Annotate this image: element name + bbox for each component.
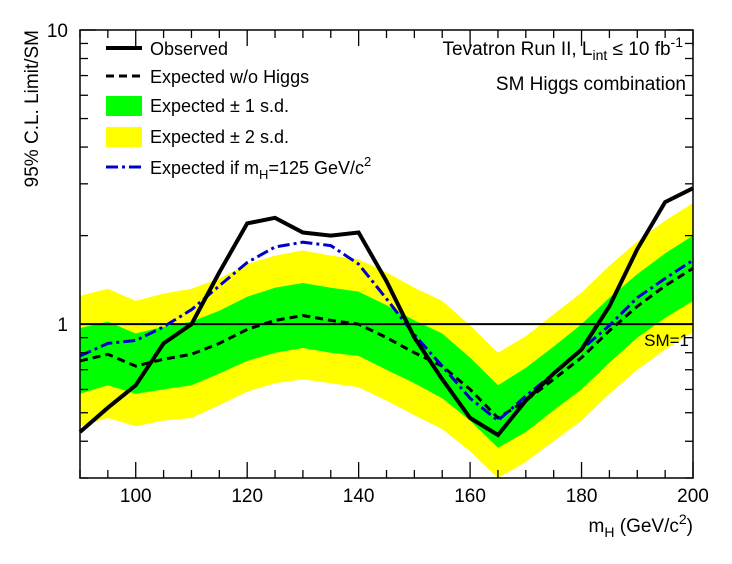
expected-line xyxy=(79,266,694,420)
legend-band2-swatch xyxy=(106,127,142,147)
legend-band2-label: Expected ± 2 s.d. xyxy=(150,127,289,147)
y-axis-title: 95% C.L. Limit/SM xyxy=(22,30,43,187)
y-tick-label: 10 xyxy=(47,21,68,42)
x-axis-title: mH (GeV/c2) xyxy=(589,511,693,540)
annotation-line1: Tevatron Run II, Lint ≤ 10 fb-1 xyxy=(443,34,684,63)
annotation-line2: SM Higgs combination xyxy=(496,74,686,95)
observed-line xyxy=(78,186,694,438)
band-1sd-group xyxy=(80,235,693,448)
legend-exp125-label: Expected if mH=125 GeV/c2 xyxy=(150,154,371,182)
band-1sd xyxy=(80,235,693,448)
x-tick-label: 180 xyxy=(566,486,598,507)
y-axis-ticks: 1 10 xyxy=(47,21,693,479)
x-tick-label: 120 xyxy=(231,486,263,507)
x-tick-label: 160 xyxy=(454,486,486,507)
expected-125-line xyxy=(79,240,694,423)
x-tick-label: 100 xyxy=(120,486,152,507)
legend-expected-label: Expected w/o Higgs xyxy=(150,67,309,87)
x-axis-ticks: 100 120 140 160 180 200 xyxy=(79,30,709,507)
y-tick-label: 1 xyxy=(57,315,68,336)
legend-band1-label: Expected ± 1 s.d. xyxy=(150,96,289,116)
x-tick-label: 140 xyxy=(343,486,375,507)
legend-band1-swatch xyxy=(106,96,142,116)
legend-observed-label: Observed xyxy=(150,39,228,59)
legend: Observed Expected w/o Higgs Expected ± 1… xyxy=(106,39,371,182)
x-tick-label: 200 xyxy=(677,486,709,507)
sm-reference-label: SM=1 xyxy=(644,331,689,350)
